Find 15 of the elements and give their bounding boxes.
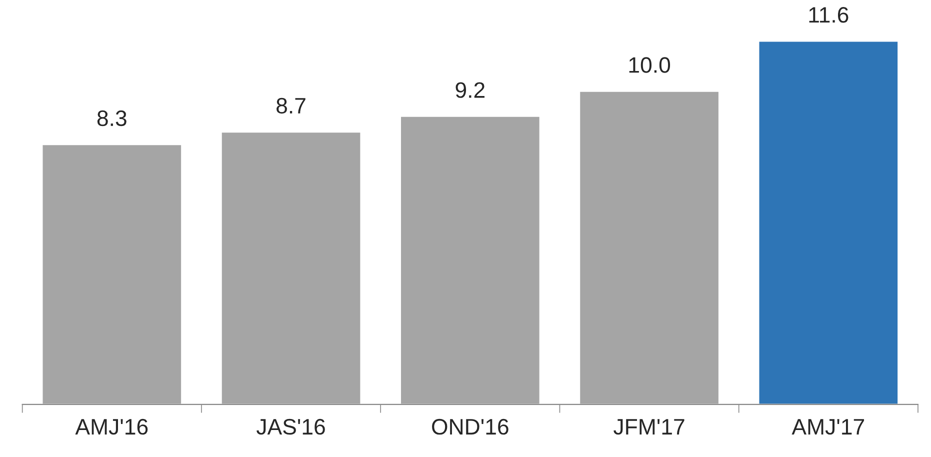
data-label: 9.2 bbox=[456, 82, 484, 98]
x-tick-label: AMJ'17 bbox=[792, 419, 864, 435]
data-label: 10.0 bbox=[629, 57, 670, 73]
x-tick-label: JAS'16 bbox=[256, 418, 325, 435]
bar bbox=[400, 116, 541, 404]
data-label: 11.6 bbox=[809, 7, 848, 23]
bar bbox=[220, 131, 362, 404]
data-label: 8.7 bbox=[276, 98, 306, 114]
data-label: 8.3 bbox=[97, 110, 126, 126]
x-tick-label: JFM'17 bbox=[614, 419, 684, 435]
bar bbox=[41, 144, 182, 404]
x-tick-label: OND'16 bbox=[432, 418, 508, 435]
bar bbox=[578, 90, 720, 404]
bar bbox=[758, 40, 899, 404]
x-tick-label: AMJ'16 bbox=[75, 418, 148, 435]
